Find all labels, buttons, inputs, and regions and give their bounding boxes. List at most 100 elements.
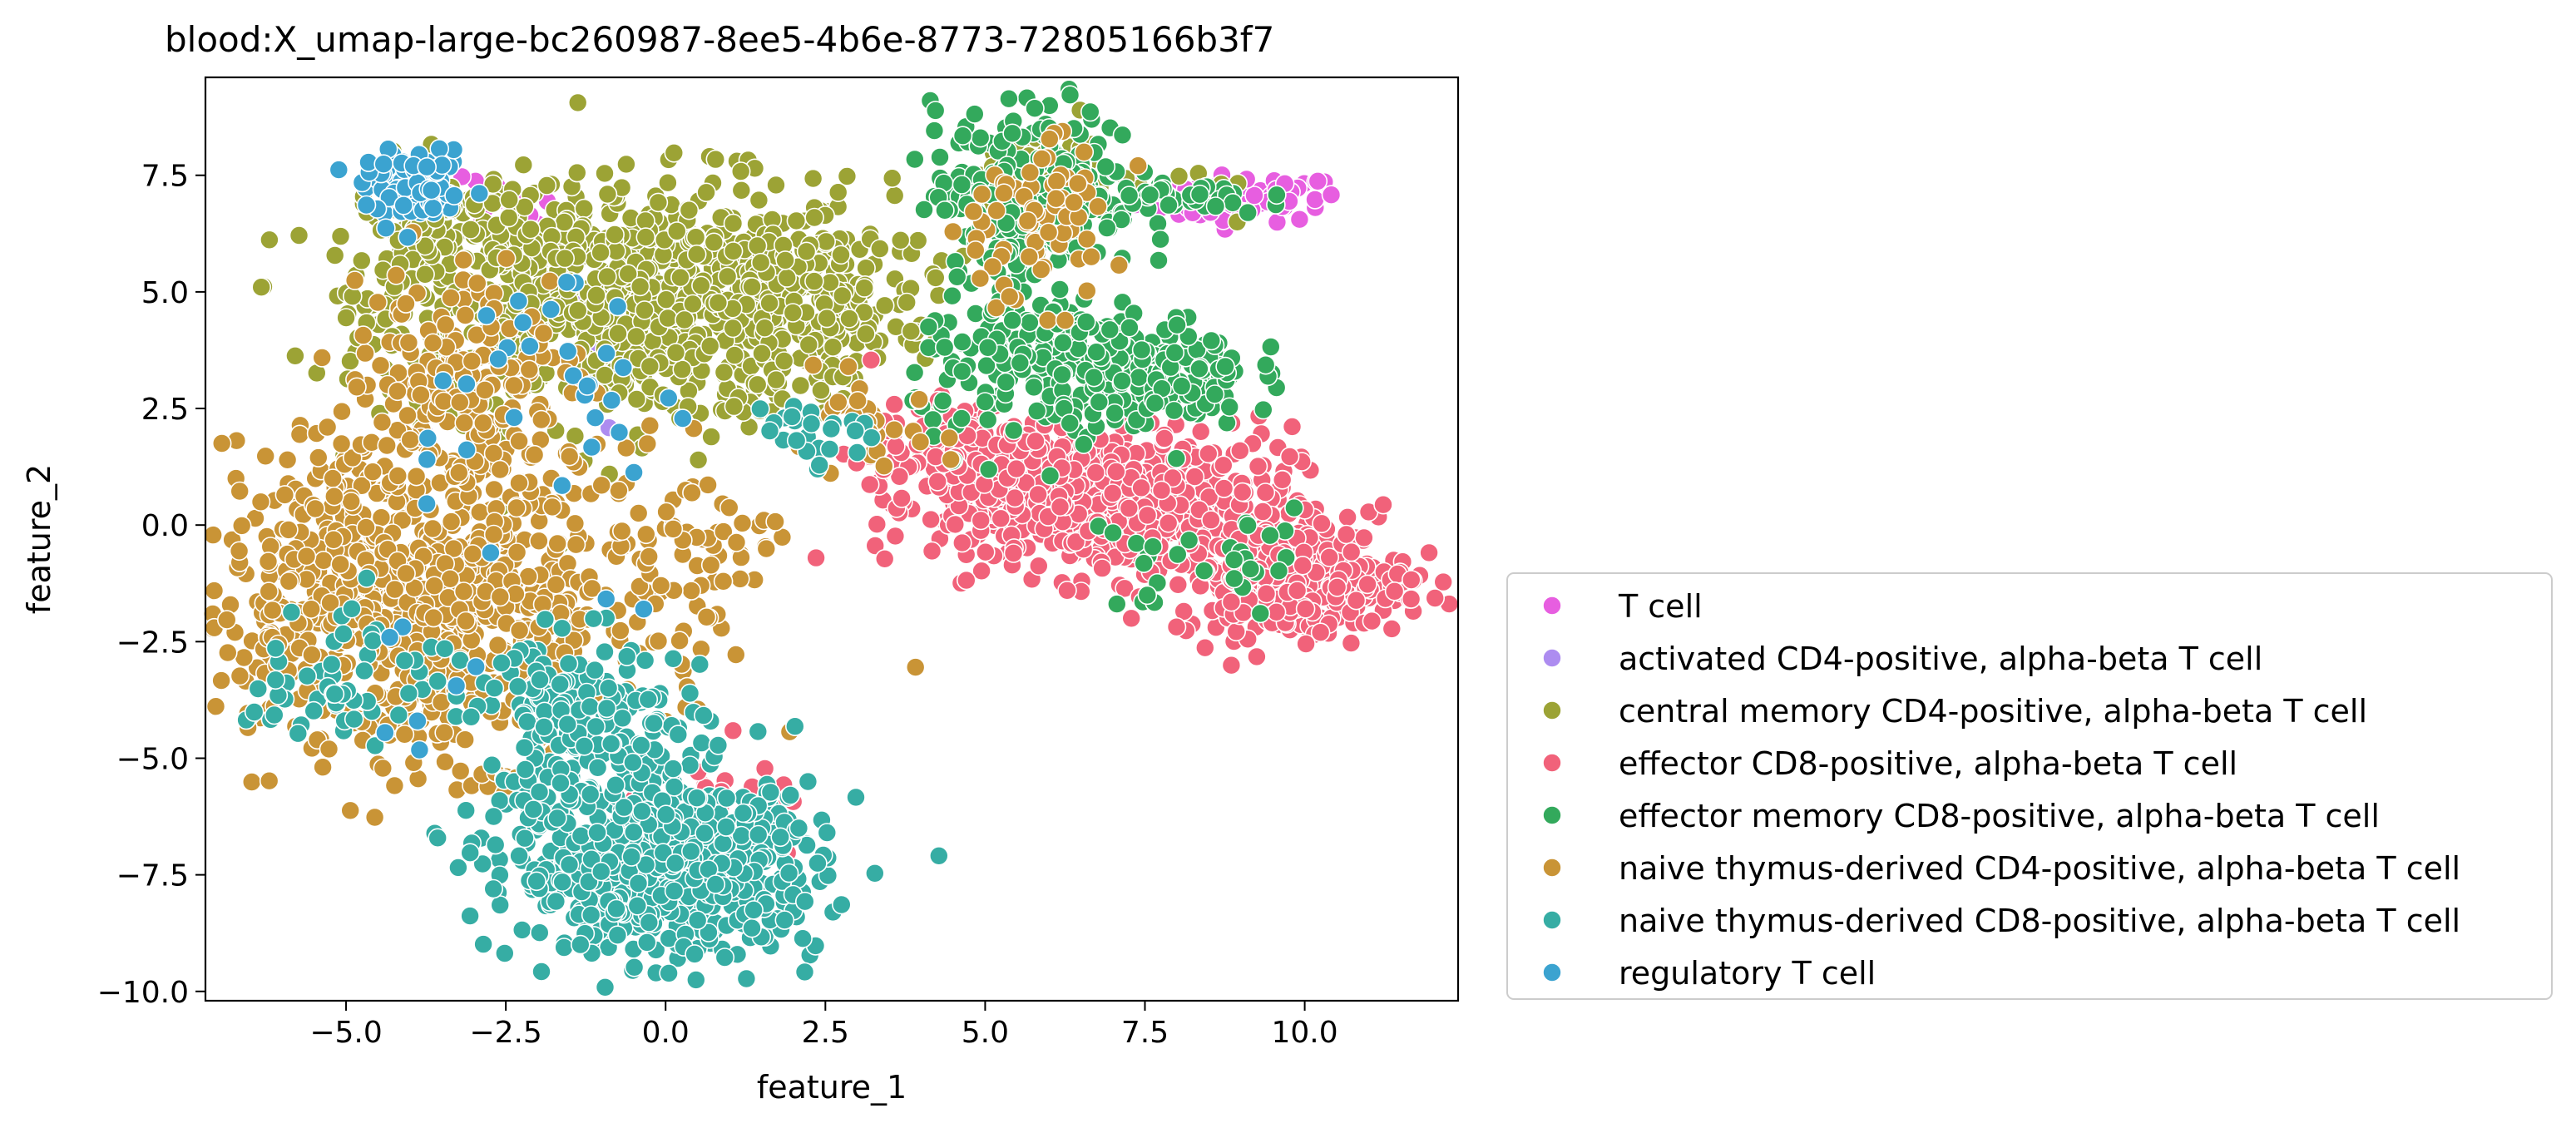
data-point (670, 631, 690, 651)
data-point (330, 226, 351, 246)
data-point (608, 324, 628, 344)
data-point (884, 186, 905, 205)
data-point (595, 641, 615, 662)
data-point (724, 345, 745, 365)
data-point (1226, 621, 1246, 642)
data-point (554, 212, 575, 232)
data-point (688, 450, 709, 470)
data-point (455, 730, 476, 750)
data-point (659, 963, 679, 983)
data-point (631, 735, 651, 755)
data-point (453, 581, 474, 601)
data-point (714, 947, 735, 967)
data-point (748, 721, 769, 742)
data-point (211, 433, 232, 453)
data-point (742, 277, 762, 297)
data-point (668, 725, 689, 745)
data-point (784, 716, 805, 737)
data-point (411, 384, 431, 405)
data-point (1053, 333, 1073, 353)
data-point (680, 683, 700, 704)
data-point (1080, 101, 1100, 122)
data-point (658, 308, 678, 329)
data-point (490, 895, 511, 915)
data-point (922, 541, 942, 562)
data-point (565, 513, 586, 534)
data-point (742, 918, 762, 938)
data-point (449, 392, 470, 413)
data-point (559, 854, 580, 875)
data-point (377, 435, 398, 456)
data-point (595, 163, 615, 184)
data-point (808, 853, 828, 873)
data-point (1055, 310, 1075, 330)
data-point (1128, 156, 1148, 176)
data-point (1337, 507, 1357, 527)
data-point (752, 344, 772, 364)
data-point (1327, 577, 1347, 597)
data-point (1341, 542, 1362, 562)
data-point (559, 446, 580, 467)
data-point (1221, 655, 1242, 675)
data-point (640, 415, 660, 436)
data-point (680, 841, 701, 862)
data-point (1433, 571, 1453, 592)
data-point (817, 823, 838, 843)
data-point (355, 343, 375, 364)
data-point (1362, 611, 1382, 631)
data-point (884, 394, 904, 414)
data-point (1256, 583, 1277, 604)
data-point (977, 337, 998, 358)
data-point (1221, 591, 1242, 612)
data-point (1050, 497, 1070, 517)
data-point (952, 175, 972, 195)
data-point (713, 834, 734, 853)
data-point (934, 337, 955, 358)
data-point (496, 248, 517, 269)
data-point (616, 154, 636, 175)
data-point (1119, 498, 1140, 518)
data-point (909, 389, 929, 410)
data-point (567, 92, 588, 113)
data-point (1250, 603, 1271, 624)
data-point (1105, 403, 1125, 423)
data-point (1019, 246, 1040, 267)
data-point (701, 427, 721, 447)
data-point (1092, 558, 1112, 578)
data-point (927, 472, 947, 492)
data-point (723, 318, 744, 339)
data-point (789, 818, 809, 839)
data-point (1026, 431, 1046, 452)
data-point (1086, 342, 1106, 363)
data-point (428, 828, 448, 849)
data-point (1425, 588, 1445, 608)
data-point (635, 300, 655, 320)
data-point (347, 377, 367, 398)
data-point (483, 524, 504, 545)
data-point (914, 200, 934, 220)
data-point (1150, 229, 1170, 250)
data-point (794, 962, 815, 982)
data-point (1076, 312, 1096, 332)
data-point (1199, 443, 1219, 464)
data-point (930, 147, 950, 167)
data-point (765, 512, 785, 532)
data-point (708, 293, 729, 313)
data-point (485, 834, 506, 855)
data-point (1267, 185, 1287, 205)
data-point (319, 739, 339, 759)
data-point (570, 934, 591, 955)
data-point (415, 264, 435, 284)
data-point (1238, 515, 1258, 536)
data-point (1084, 367, 1104, 388)
data-point (991, 508, 1011, 529)
data-point (1194, 561, 1214, 581)
data-point (460, 906, 480, 926)
data-point (700, 555, 721, 576)
data-point (1149, 250, 1169, 270)
data-point (682, 482, 702, 503)
data-point (925, 101, 946, 121)
data-point (441, 288, 461, 308)
data-point (717, 266, 738, 287)
data-point (353, 325, 373, 345)
